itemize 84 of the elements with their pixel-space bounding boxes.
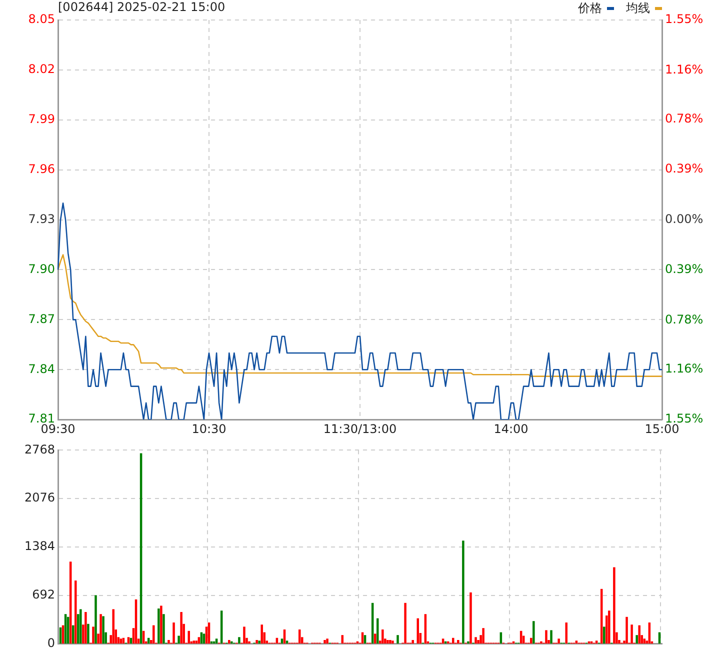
x-tick-label: 10:30 xyxy=(192,422,226,436)
y-tick-label: 7.84 xyxy=(28,362,55,376)
bar xyxy=(87,624,90,644)
bar xyxy=(462,540,464,644)
x-tick-label: 15:00 xyxy=(644,422,680,436)
bar xyxy=(162,614,165,644)
bar xyxy=(188,630,190,644)
bar xyxy=(243,626,246,644)
legend-label: 价格 xyxy=(578,0,602,16)
x-tick-label: 09:30 xyxy=(40,422,76,436)
bar xyxy=(467,641,470,644)
bar xyxy=(127,637,130,644)
y-tick-label: 7.87 xyxy=(28,312,55,326)
bar xyxy=(100,614,102,644)
y-tick-label: 692 xyxy=(32,588,55,602)
bar xyxy=(613,567,616,644)
y-tick-label: 0 xyxy=(47,636,55,650)
bar xyxy=(396,635,399,644)
bar xyxy=(412,640,414,644)
bar xyxy=(256,640,258,644)
bar xyxy=(152,625,155,644)
bar xyxy=(326,638,328,644)
bar xyxy=(530,638,532,644)
y2-tick-label: 0.00% xyxy=(665,212,704,226)
y-tick-label: 7.93 xyxy=(28,212,55,226)
y-tick-label: 7.96 xyxy=(28,162,55,176)
chart-title: [002644] 2025-02-21 15:00 xyxy=(58,0,226,16)
bar xyxy=(84,612,87,644)
x-tick-label: 11:30/13:00 xyxy=(323,422,397,436)
bar xyxy=(626,616,628,644)
bar xyxy=(532,621,535,644)
x-tick-label: 14:00 xyxy=(494,422,528,436)
y2-tick-label: 1.16% xyxy=(665,62,704,76)
y2-tick-label: 1.55% xyxy=(665,12,704,26)
bar xyxy=(382,629,384,644)
bar xyxy=(482,628,484,644)
bar xyxy=(178,636,180,644)
y-tick-label: 8.02 xyxy=(28,62,55,76)
bar xyxy=(324,640,326,644)
bar xyxy=(638,625,640,644)
bar xyxy=(102,616,104,644)
bar xyxy=(636,635,638,644)
y2-tick-label: 0.78% xyxy=(665,312,704,326)
bar xyxy=(260,624,263,644)
y-tick-label: 1384 xyxy=(24,539,55,554)
bar xyxy=(92,626,94,644)
bar xyxy=(392,640,394,644)
bar xyxy=(386,640,389,644)
bar xyxy=(180,612,182,644)
y2-tick-label: 0.78% xyxy=(665,111,704,126)
bar xyxy=(540,641,542,644)
bar xyxy=(160,606,162,644)
bar xyxy=(172,622,175,644)
legend-label: 均线 xyxy=(626,0,650,16)
bar xyxy=(470,592,472,644)
y-tick-label: 7.90 xyxy=(28,262,55,276)
bar xyxy=(198,637,200,644)
y-tick-label: 2768 xyxy=(24,442,55,456)
bar xyxy=(457,640,460,644)
y2-tick-label: 1.16% xyxy=(665,361,704,376)
bar xyxy=(404,602,406,644)
y-tick-label: 8.05 xyxy=(28,12,55,26)
bar xyxy=(94,595,97,644)
bar xyxy=(545,630,548,644)
bar xyxy=(258,640,260,644)
y-tick-label: 7.99 xyxy=(28,112,55,126)
bar xyxy=(608,610,610,644)
bar xyxy=(389,640,392,644)
bar xyxy=(168,640,170,644)
bar xyxy=(248,641,250,644)
bar xyxy=(630,624,633,644)
y-tick-label: 2076 xyxy=(24,490,55,505)
bar xyxy=(230,641,233,644)
y2-tick-label: 0.39% xyxy=(665,262,704,276)
bar xyxy=(158,608,160,644)
bar xyxy=(550,630,552,644)
bar xyxy=(80,609,82,644)
bar xyxy=(112,609,114,644)
y2-tick-label: 0.39% xyxy=(665,162,704,176)
bar xyxy=(558,638,560,644)
bar xyxy=(474,637,477,644)
bar xyxy=(228,640,230,644)
bar xyxy=(565,622,568,644)
bar xyxy=(238,637,240,644)
